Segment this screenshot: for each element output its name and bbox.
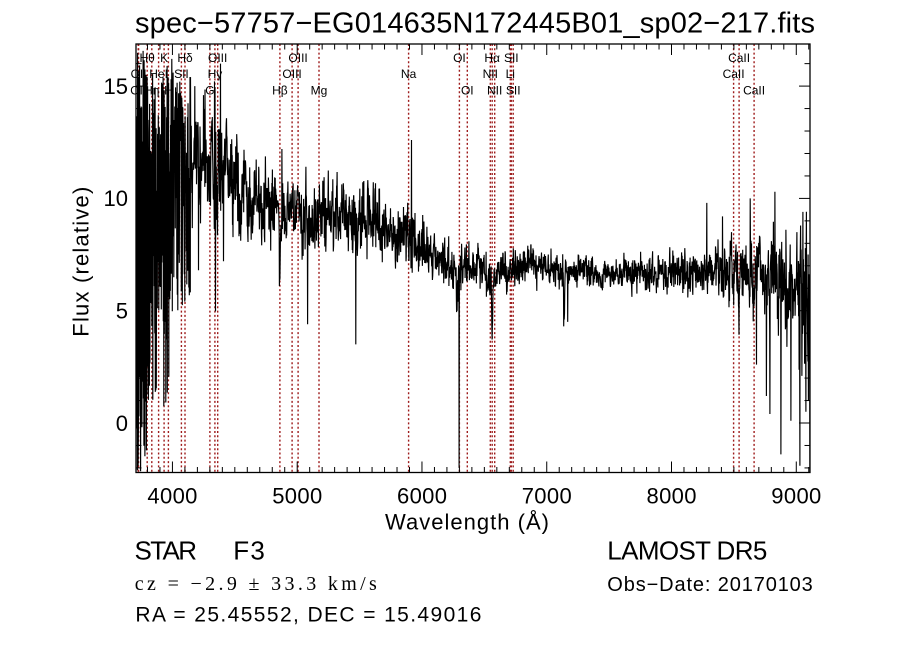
svg-text:H: H [164,84,173,98]
svg-text:spec−57757−EG014635N172445B01_: spec−57757−EG014635N172445B01_sp02−217.f… [135,8,815,40]
svg-text:STAR: STAR [135,536,198,566]
svg-text:SII: SII [504,51,519,65]
svg-text:LAMOST DR5: LAMOST DR5 [607,536,767,566]
svg-text:Obs−Date: 20170103: Obs−Date: 20170103 [607,574,813,596]
svg-text:SII: SII [174,67,189,81]
svg-text:OIII: OIII [282,67,301,81]
svg-text:OII: OII [130,84,146,98]
svg-text:RA = 25.45552, DEC = 15.4901: RA = 25.45552, DEC = 15.49016 [135,603,481,626]
svg-text:K: K [160,51,168,65]
svg-text:Hη: Hη [144,84,159,98]
svg-text:5000: 5000 [272,484,322,509]
svg-text:NII: NII [487,84,502,98]
svg-text:Hθ: Hθ [140,51,156,65]
svg-text:Hγ: Hγ [208,67,223,81]
svg-text:15: 15 [104,74,128,99]
svg-text:10: 10 [104,186,128,211]
svg-text:4000: 4000 [147,484,197,509]
svg-text:F3: F3 [233,536,264,566]
svg-text:9000: 9000 [771,484,821,509]
svg-text:G: G [205,84,214,98]
svg-text:Hδ: Hδ [177,51,193,65]
svg-text:OI: OI [461,84,474,98]
svg-text:CaII: CaII [728,51,750,65]
svg-text:Na: Na [401,67,417,81]
svg-text:8000: 8000 [647,484,697,509]
svg-text:Hβ: Hβ [272,84,288,98]
svg-text:CaII: CaII [723,67,745,81]
svg-text:Mg: Mg [311,84,328,98]
svg-text:CaII: CaII [743,84,765,98]
svg-text:6000: 6000 [397,484,447,509]
svg-text:OIII: OIII [208,51,227,65]
svg-text:7000: 7000 [522,484,572,509]
svg-text:Wavelength (Å): Wavelength (Å) [385,510,549,535]
svg-text:OII: OII [131,67,147,81]
svg-text:NII: NII [483,67,498,81]
svg-text:cz = −2.9 ± 33.3 km/s: cz = −2.9 ± 33.3 km/s [135,573,377,595]
svg-text:5: 5 [116,299,128,324]
svg-text:HeI: HeI [149,67,168,81]
svg-text:Hα: Hα [484,51,500,65]
svg-text:0: 0 [116,411,128,436]
svg-text:Flux (relative): Flux (relative) [69,187,94,337]
svg-text:Li: Li [506,67,515,81]
svg-text:OI: OI [453,51,466,65]
svg-text:OIII: OIII [288,51,307,65]
svg-text:SII: SII [506,84,521,98]
